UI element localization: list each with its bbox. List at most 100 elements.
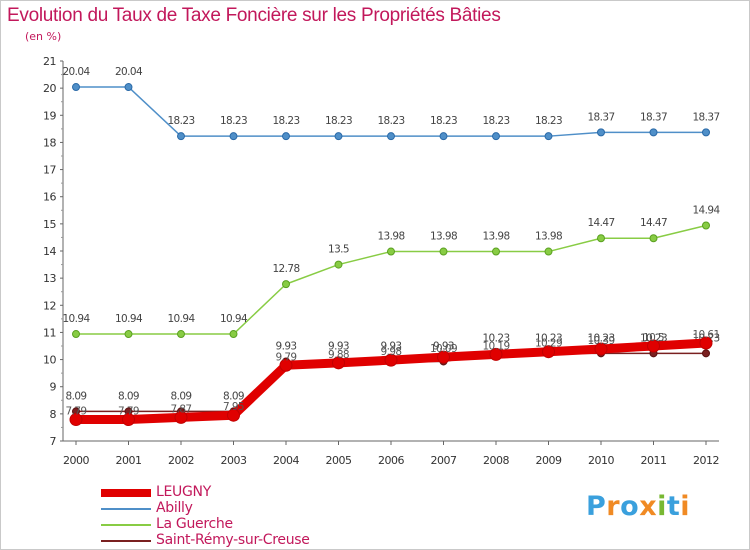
- data-label-abilly: 18.37: [692, 111, 719, 123]
- legend-swatch-la-guerche: [101, 524, 151, 526]
- data-label-la-guerche: 10.94: [115, 313, 143, 325]
- data-label-abilly: 18.23: [377, 115, 404, 127]
- data-label-leugny: 10.19: [482, 340, 509, 352]
- y-tick-label: 12: [43, 299, 56, 312]
- y-tick-label: 10: [43, 354, 56, 367]
- y-tick-label: 19: [43, 109, 56, 122]
- data-point-leugny: [489, 347, 503, 361]
- logo-letter: i: [680, 491, 691, 522]
- data-label-leugny: 7.87: [171, 403, 192, 415]
- data-label-leugny: 10.09: [430, 343, 457, 355]
- data-point-abilly: [124, 83, 133, 92]
- data-label-abilly: 18.23: [167, 115, 194, 127]
- data-label-la-guerche: 13.98: [535, 231, 562, 243]
- data-point-abilly: [72, 83, 80, 92]
- data-label-abilly: 18.37: [587, 111, 614, 123]
- logo-letter: t: [666, 491, 681, 522]
- legend-label-la-guerche: La Guerche: [156, 516, 233, 532]
- y-ticks: 7 8 9 10 11 12 13 14 15 16 17 18 19 20 21: [43, 55, 63, 448]
- x-tick-label: 2010: [588, 454, 614, 467]
- data-label-saint-remy-sur-creuse: 8.09: [66, 390, 87, 402]
- data-label-abilly: 18.23: [535, 115, 562, 127]
- data-label-la-guerche: 14.94: [692, 204, 720, 216]
- x-tick-label: 2000: [63, 454, 89, 467]
- data-point-abilly: [597, 128, 605, 137]
- data-point-leugny: [69, 413, 83, 427]
- x-tick-label: 2003: [221, 454, 247, 467]
- logo-letter: o: [620, 491, 640, 522]
- x-tick-label: 2009: [536, 454, 562, 467]
- data-point-la-guerche: [334, 260, 343, 269]
- data-point-la-guerche: [72, 330, 80, 339]
- logo-letter: x: [639, 491, 658, 522]
- data-point-abilly: [544, 132, 553, 141]
- data-label-saint-remy-sur-creuse: 9.93: [276, 340, 297, 352]
- x-ticks: 2000 2001 2002 2003 2004 2005 2006 2007 2008 2009…: [63, 441, 720, 467]
- data-label-la-guerche: 13.98: [377, 231, 404, 243]
- data-label-abilly: 20.04: [115, 66, 143, 78]
- data-label-abilly: 18.23: [482, 115, 509, 127]
- y-tick-label: 20: [43, 82, 56, 95]
- data-label-saint-remy-sur-creuse: 8.09: [118, 390, 139, 402]
- data-label-la-guerche: 10.94: [167, 313, 195, 325]
- data-label-leugny: 10.39: [587, 335, 614, 347]
- legend-swatch-saint-remy: [101, 540, 151, 542]
- data-point-abilly: [177, 132, 185, 141]
- data-label-abilly: 18.23: [430, 115, 457, 127]
- data-point-abilly: [492, 132, 500, 141]
- legend-swatch-abilly: [101, 508, 151, 510]
- data-point-abilly: [387, 132, 395, 141]
- data-label-saint-remy-sur-creuse: 9.93: [328, 340, 349, 352]
- data-label-saint-remy-sur-creuse: 8.09: [171, 390, 192, 402]
- data-label-la-guerche: 13.5: [328, 244, 349, 256]
- data-point-abilly: [282, 132, 290, 141]
- data-point-la-guerche: [282, 280, 290, 289]
- data-label-la-guerche: 13.98: [482, 231, 509, 243]
- y-tick-label: 16: [43, 191, 56, 204]
- x-tick-label: 2002: [168, 454, 194, 467]
- data-point-leugny: [594, 342, 608, 356]
- series-abilly: 20.04 20.04 18.23 18.23 18.23 18.23 18.23 18.23…: [62, 66, 720, 141]
- y-tick-label: 11: [43, 326, 56, 339]
- data-point-leugny: [437, 350, 450, 364]
- y-tick-label: 7: [50, 435, 57, 448]
- series-leugny: 7.79 7.79 7.87 7.959.79 9.88 9.98 10.09 10.19 10…: [66, 329, 720, 427]
- x-tick-label: 2007: [431, 454, 457, 467]
- data-point-la-guerche: [439, 247, 448, 256]
- data-point-la-guerche: [387, 247, 395, 256]
- data-point-leugny: [174, 410, 188, 424]
- y-tick-label: 13: [43, 272, 56, 285]
- series-group: 20.04 20.04 18.23 18.23 18.23 18.23 18.23 18.23…: [62, 66, 721, 427]
- legend-label-saint-remy: Saint-Rémy-sur-Creuse: [156, 532, 310, 548]
- data-point-la-guerche: [649, 234, 658, 243]
- data-label-leugny: 7.79: [118, 406, 139, 418]
- data-label-abilly: 18.23: [325, 115, 352, 127]
- data-point-saint-remy-sur-creuse: [702, 349, 710, 358]
- data-point-abilly: [229, 132, 238, 141]
- data-point-abilly: [439, 132, 448, 141]
- logo-letter: r: [606, 491, 621, 522]
- data-point-abilly: [702, 128, 710, 137]
- x-tick-label: 2001: [116, 454, 142, 467]
- unit-label: (en %): [25, 30, 62, 43]
- y-tick-label: 17: [43, 164, 56, 177]
- data-point-leugny: [384, 353, 398, 367]
- data-point-la-guerche: [177, 330, 185, 339]
- data-point-la-guerche: [597, 234, 605, 243]
- legend-label-abilly: Abilly: [156, 500, 193, 516]
- logo-letter: P: [586, 491, 607, 522]
- data-label-la-guerche: 14.47: [640, 217, 667, 229]
- data-label-la-guerche: 12.78: [272, 263, 299, 275]
- legend-label-leugny: LEUGNY: [156, 484, 211, 500]
- data-label-leugny: 9.79: [276, 351, 297, 363]
- data-point-la-guerche: [702, 221, 710, 230]
- data-point-la-guerche: [229, 330, 238, 339]
- x-tick-label: 2006: [378, 454, 404, 467]
- data-label-la-guerche: 10.94: [220, 313, 248, 325]
- data-point-la-guerche: [124, 330, 133, 339]
- series-la-guerche: 10.94 10.94 10.94 10.94 12.78 13.5 13.98 13.98 1…: [62, 204, 721, 339]
- data-label-leugny: 7.79: [66, 406, 87, 418]
- x-tick-label: 2012: [693, 454, 719, 467]
- data-label-saint-remy-sur-creuse: 10.23: [587, 332, 614, 344]
- data-point-leugny: [122, 413, 135, 427]
